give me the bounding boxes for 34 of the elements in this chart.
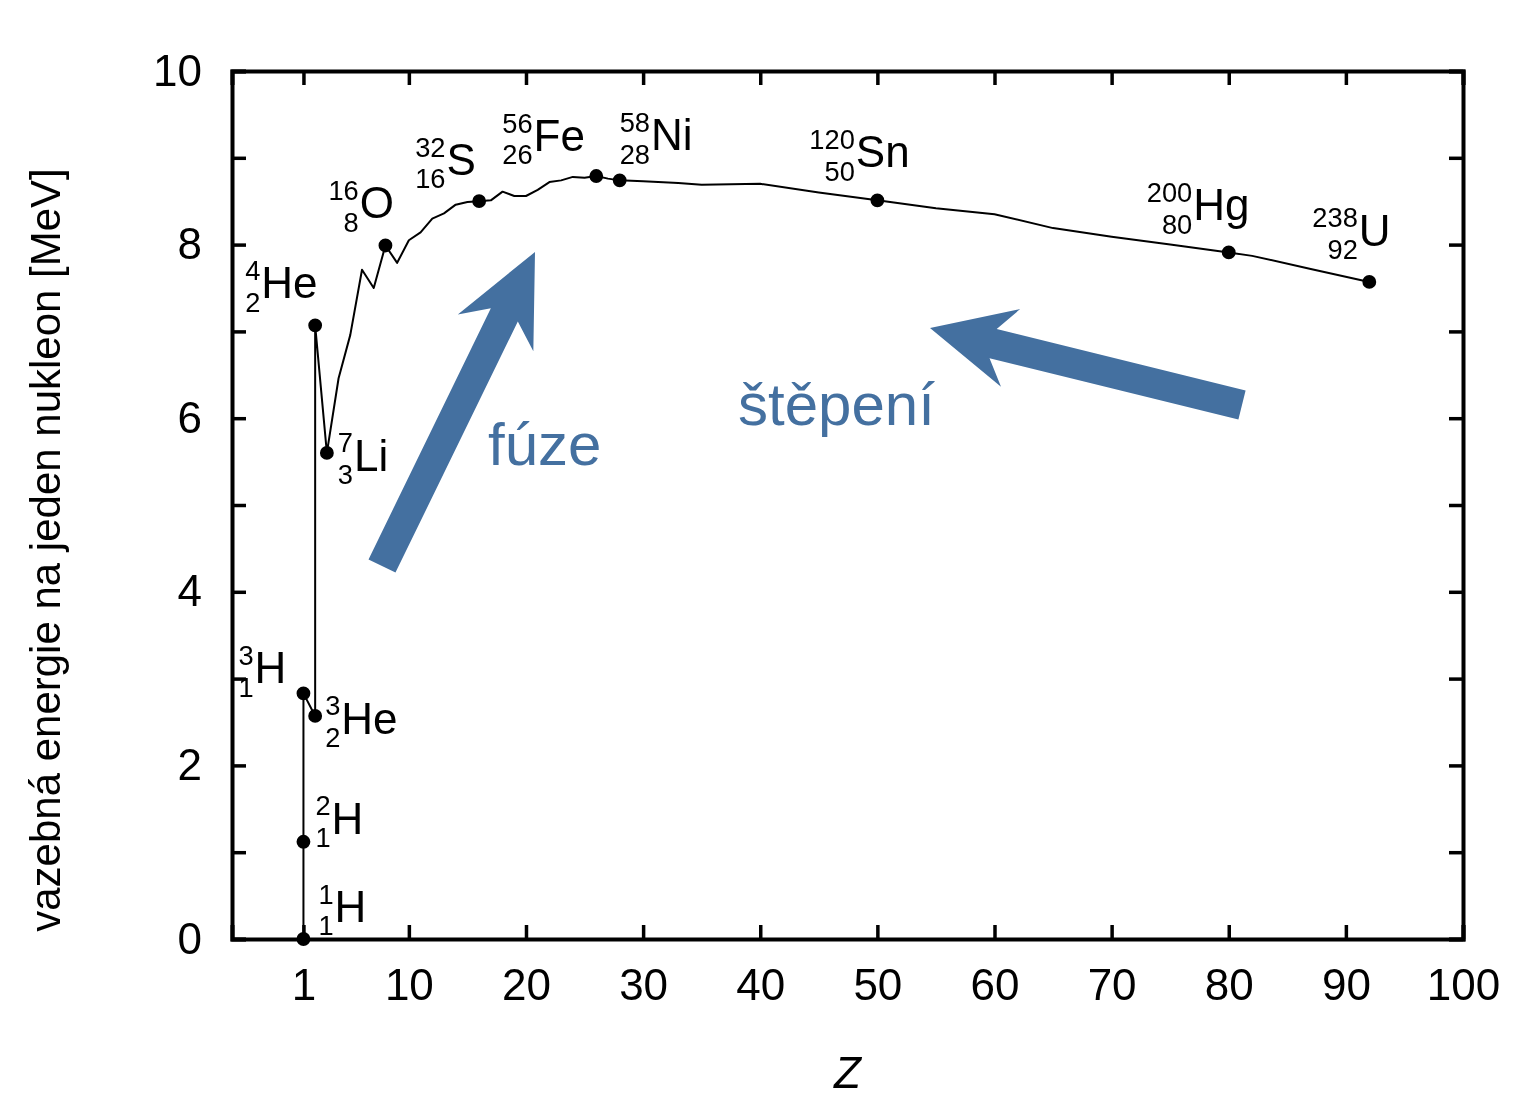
- point: [296, 834, 311, 849]
- point: [296, 932, 311, 946]
- x-tick-label: 30: [619, 960, 669, 1010]
- y-tick-label: 6: [177, 392, 202, 442]
- point: [612, 173, 627, 188]
- point: [308, 318, 323, 333]
- point: [870, 193, 885, 208]
- point: [472, 194, 487, 209]
- x-tick-label: 70: [1087, 960, 1137, 1010]
- point: [1362, 275, 1377, 289]
- y-tick-label: 2: [177, 739, 202, 789]
- y-tick-label: 8: [177, 219, 202, 269]
- point: [589, 169, 604, 183]
- point: [1221, 245, 1236, 260]
- y-tick-label: 10: [153, 45, 202, 95]
- y-axis-title: vazebná energie na jeden nukleon [MeV]: [22, 168, 69, 932]
- point: [296, 686, 311, 701]
- x-tick-label: 80: [1204, 960, 1254, 1010]
- x-tick-label: 90: [1321, 960, 1371, 1010]
- point: [308, 709, 323, 723]
- x-tick-label: 40: [736, 960, 786, 1010]
- point: [319, 446, 334, 460]
- x-tick-label: 50: [853, 960, 903, 1010]
- y-tick-label: 4: [177, 566, 202, 616]
- point: [378, 238, 393, 253]
- x-tick-label: 10: [384, 960, 434, 1010]
- annotation: fúze: [488, 411, 602, 478]
- x-tick-label: 100: [1426, 960, 1501, 1010]
- y-tick-label: 0: [177, 913, 202, 963]
- x-tick-label: 60: [970, 960, 1020, 1010]
- x-axis-title: Z: [833, 1048, 864, 1097]
- x-tick-label: 20: [502, 960, 551, 1010]
- annotation: štěpení: [738, 371, 936, 438]
- x-tick-label: 1: [291, 960, 317, 1010]
